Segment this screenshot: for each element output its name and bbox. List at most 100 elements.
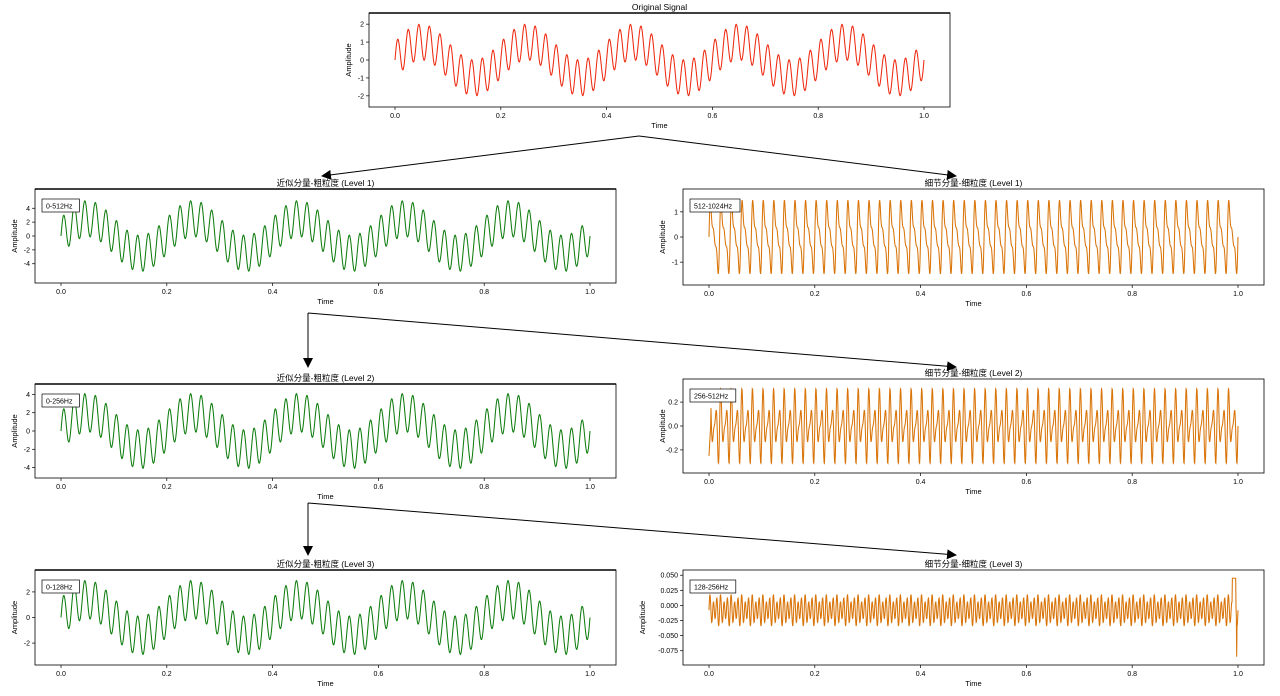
x-tick-label: 0.4 (268, 289, 278, 296)
x-tick-label: 0.8 (1127, 291, 1137, 298)
band-annotation-label: 0-512Hz (46, 204, 73, 211)
x-tick-label: 0.4 (916, 291, 926, 298)
chart-a2: 近似分量-粗粒度 (Level 2) 0.0 0.2 0.4 0.6 0.8 1.0 -4 -2… (10, 373, 617, 501)
x-tick-label: 1.0 (585, 484, 595, 491)
plot-title: 細节分量-细粒度 (Level 1) (925, 178, 1023, 188)
y-tick-label: -2 (24, 247, 30, 254)
band-annotation-box (689, 198, 741, 213)
y-tick-label: -1 (358, 75, 364, 82)
series-line (60, 200, 591, 272)
y-tick-label: 2 (26, 410, 30, 417)
plot-title: 近似分量-粗粒度 (Level 2) (277, 373, 375, 383)
y-tick-label: -0.050 (658, 633, 678, 640)
chart-d2: 细节分量-细粒度 (Level 2) 0.0 0.2 0.4 0.6 0.8 1.0 -0.2… (658, 368, 1265, 496)
y-tick-label: -2 (358, 93, 364, 100)
y-tick-label: 1 (360, 40, 364, 47)
series-line (708, 387, 1239, 465)
y-tick-label: -2 (24, 447, 30, 454)
decomposition-arrows (303, 135, 957, 560)
x-tick-label: 1.0 (585, 671, 595, 678)
series-line (60, 392, 591, 470)
x-tick-label: 0.4 (602, 113, 612, 120)
decomposition-arrow (307, 502, 957, 560)
x-tick-label: 1.0 (1233, 291, 1243, 298)
x-tick-label: 0.2 (162, 484, 172, 491)
y-tick-label: 0.025 (660, 588, 678, 595)
y-tick-label: 0.050 (660, 573, 678, 580)
decomposition-arrow (321, 135, 640, 180)
x-tick-label: 0.4 (268, 484, 278, 491)
x-axis-label: Time (965, 487, 981, 496)
y-tick-label: 4 (26, 206, 30, 213)
y-axis-label: Amplitude (344, 43, 353, 76)
x-tick-label: 0.0 (56, 289, 66, 296)
x-tick-label: 0.6 (1022, 291, 1032, 298)
band-annotation-box (41, 393, 80, 408)
y-tick-label: 0.000 (660, 603, 678, 610)
y-tick-label: 2 (360, 22, 364, 29)
y-tick-label: 0.0 (668, 424, 678, 431)
x-tick-label: 0.6 (374, 671, 384, 678)
y-tick-label: 2 (26, 220, 30, 227)
x-axis-label: Time (317, 679, 333, 688)
x-tick-label: 0.4 (916, 671, 926, 678)
band-annotation-label: 0-128Hz (46, 585, 73, 592)
x-tick-label: 0.6 (708, 113, 718, 120)
x-tick-label: 0.2 (162, 671, 172, 678)
x-tick-label: 0.0 (390, 113, 400, 120)
y-tick-label: -0.2 (666, 447, 678, 454)
y-tick-label: 0 (674, 235, 678, 242)
plot-title: Original Signal (632, 2, 687, 12)
chart-a3: 近似分量-粗粒度 (Level 3) 0.0 0.2 0.4 0.6 0.8 1.0 -2 0 2… (10, 559, 617, 688)
x-tick-label: 0.2 (810, 671, 820, 678)
x-tick-label: 1.0 (585, 289, 595, 296)
plot-frame (682, 569, 1265, 666)
x-tick-label: 0.8 (479, 671, 489, 678)
y-tick-label: -0.025 (658, 618, 678, 625)
x-tick-label: 0.6 (374, 289, 384, 296)
x-tick-label: 0.8 (479, 289, 489, 296)
x-axis-label: Time (317, 492, 333, 501)
y-tick-label: -4 (24, 465, 30, 472)
series-line (394, 23, 925, 97)
series-line (60, 579, 591, 656)
y-axis-label: Amplitude (658, 409, 667, 442)
x-tick-label: 0.2 (496, 113, 506, 120)
y-axis-label: Amplitude (10, 219, 19, 252)
band-annotation-label: 128-256Hz (694, 585, 729, 592)
plot-title: 细节分量-细粒度 (Level 3) (925, 559, 1023, 569)
x-tick-label: 1.0 (919, 113, 929, 120)
x-tick-label: 0.8 (1127, 479, 1137, 486)
x-tick-label: 0.2 (810, 479, 820, 486)
band-annotation-box (689, 579, 737, 594)
y-tick-label: 1 (674, 209, 678, 216)
plot-title: 细节分量-细粒度 (Level 2) (925, 368, 1023, 378)
x-tick-label: 0.8 (813, 113, 823, 120)
y-tick-label: -2 (24, 641, 30, 648)
chart-d3: 细节分量-细粒度 (Level 3) 0.0 0.2 0.4 0.6 0.8 1.0 -0.0… (638, 559, 1265, 688)
x-axis-label: Time (317, 297, 333, 306)
y-tick-label: -1 (672, 260, 678, 267)
x-tick-label: 0.6 (1022, 479, 1032, 486)
x-tick-label: 0.6 (1022, 671, 1032, 678)
x-tick-label: 0.4 (268, 671, 278, 678)
x-tick-label: 0.0 (704, 291, 714, 298)
x-tick-label: 0.8 (1127, 671, 1137, 678)
series-line (708, 199, 1239, 275)
series-line (708, 577, 1239, 657)
y-tick-label: -4 (24, 261, 30, 268)
y-axis-label: Amplitude (658, 220, 667, 253)
x-tick-label: 0.0 (704, 671, 714, 678)
band-annotation-box (689, 388, 737, 403)
plot-title: 近似分量-粗粒度 (Level 1) (277, 178, 375, 188)
x-tick-label: 0.0 (704, 479, 714, 486)
chart-a1: 近似分量-粗粒度 (Level 1) 0.0 0.2 0.4 0.6 0.8 1.0 -4 -2… (10, 178, 617, 306)
y-axis-label: Amplitude (10, 601, 19, 634)
x-tick-label: 0.2 (810, 291, 820, 298)
band-annotation-label: 0-256Hz (46, 399, 73, 406)
y-tick-label: -0.075 (658, 648, 678, 655)
plot-title: 近似分量-粗粒度 (Level 3) (277, 559, 375, 569)
x-tick-label: 0.2 (162, 289, 172, 296)
